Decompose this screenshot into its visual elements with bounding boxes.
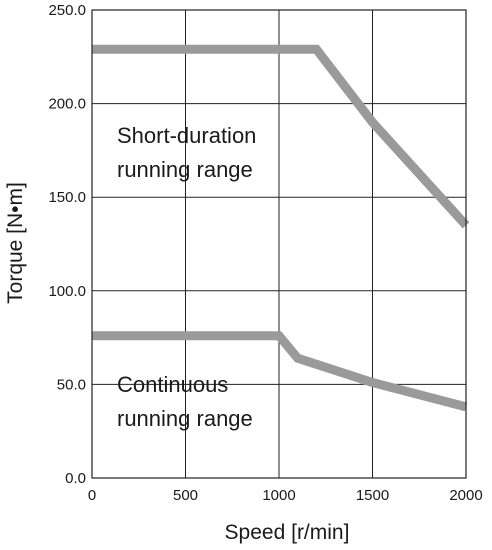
continuous-limit-line xyxy=(92,331,468,412)
short-duration-limit-line xyxy=(92,44,470,229)
plot-frame xyxy=(91,9,467,479)
annotation-continuous-line-2: running range xyxy=(117,406,253,431)
x-tick-label: 500 xyxy=(173,487,198,504)
annotation-short-duration-line-2: running range xyxy=(117,157,253,182)
series-layer xyxy=(92,44,470,412)
y-tick-label: 50.0 xyxy=(57,376,86,393)
y-tick-label: 100.0 xyxy=(48,283,86,300)
annotation-continuous-line-1: Continuous xyxy=(117,372,228,397)
x-tick-label: 2000 xyxy=(449,487,482,504)
x-tick-label: 0 xyxy=(88,487,96,504)
annotation-short-duration-line-1: Short-duration xyxy=(117,123,256,148)
y-tick-label: 150.0 xyxy=(48,189,86,206)
y-tick-label: 200.0 xyxy=(48,96,86,113)
x-axis-title: Speed [r/min] xyxy=(225,521,350,544)
y-tick-label: 250.0 xyxy=(48,2,86,19)
x-tick-label: 1500 xyxy=(356,487,389,504)
x-tick-label: 1000 xyxy=(262,487,295,504)
tick-labels: 0 500 1000 1500 2000 0.0 50.0 100.0 150.0 200.0 25… xyxy=(48,2,482,504)
y-axis-title: Torque [N•m] xyxy=(4,182,27,304)
y-tick-label: 0.0 xyxy=(65,470,86,487)
